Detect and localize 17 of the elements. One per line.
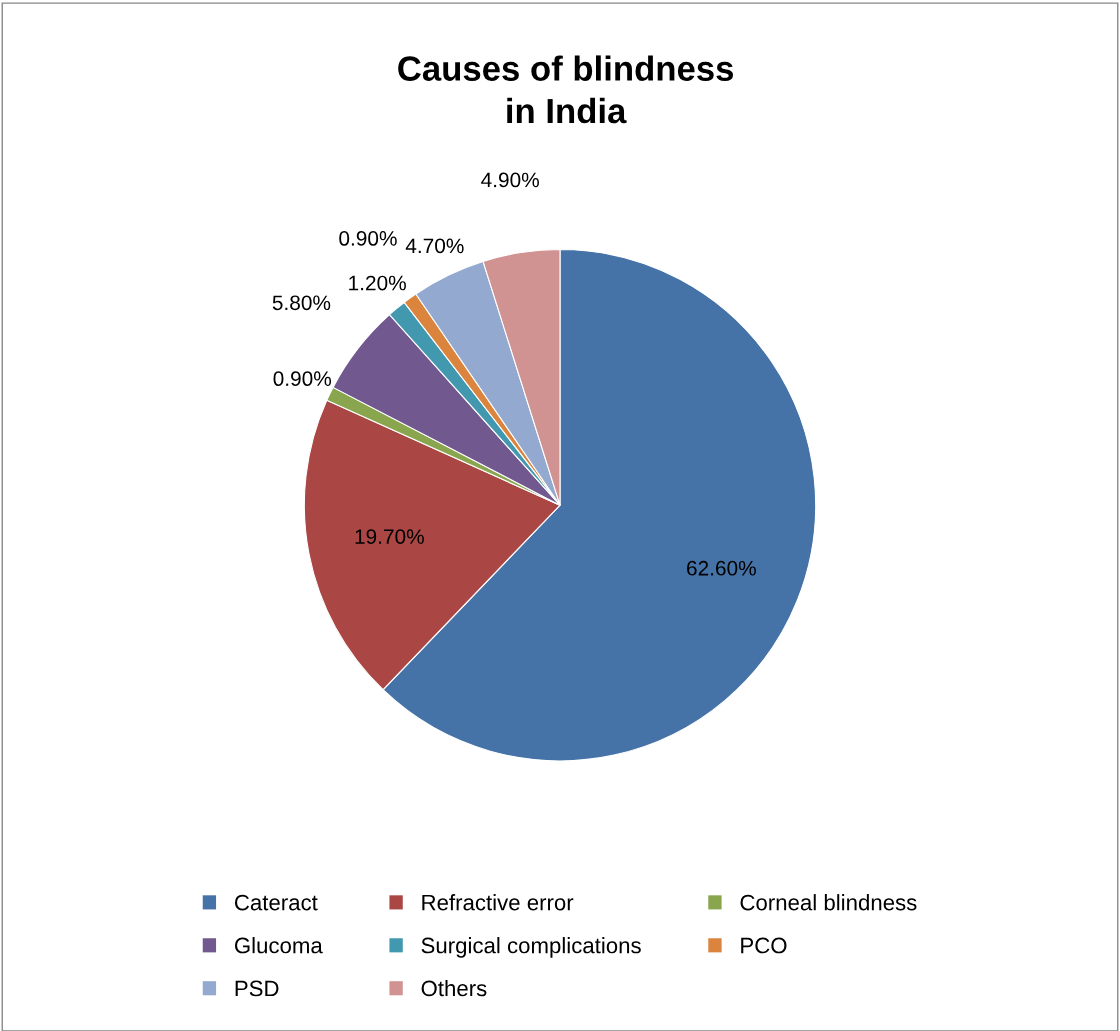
data-label: 4.90% [481, 172, 539, 188]
legend-label: Glucoma [234, 937, 323, 954]
legend-label: Refractive error [422, 894, 574, 911]
data-label: 0.90% [273, 371, 332, 387]
data-label: 19.70% [355, 529, 424, 544]
legend-label: PSD [235, 980, 279, 997]
legend-label: Surgical complications [421, 937, 641, 958]
data-label: 5.80% [272, 295, 331, 311]
data-label: 1.20% [349, 275, 406, 291]
chart-title: Causes of blindness in India [398, 55, 734, 124]
data-label: 62.60% [687, 560, 756, 576]
legend-label: Corneal blindness [740, 894, 917, 911]
legend-label: Others [421, 979, 487, 997]
legend-label: Cateract [234, 894, 318, 911]
data-label: 0.90% [339, 231, 397, 246]
legend-label: PCO [741, 937, 787, 954]
data-label: 4.70% [405, 238, 464, 254]
